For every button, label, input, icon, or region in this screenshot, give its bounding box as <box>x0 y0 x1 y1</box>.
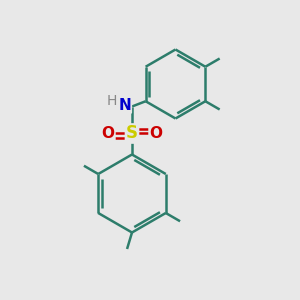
Text: N: N <box>118 98 131 112</box>
Text: S: S <box>126 124 138 142</box>
Text: H: H <box>106 94 117 108</box>
Text: O: O <box>149 126 163 141</box>
Text: O: O <box>101 126 115 141</box>
